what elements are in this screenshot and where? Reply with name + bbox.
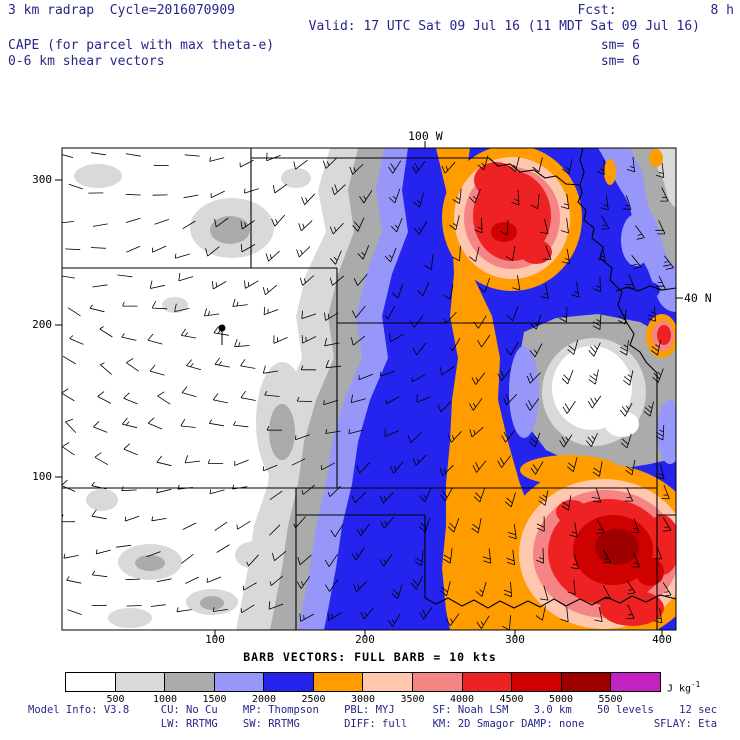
cape-region [556, 500, 588, 524]
cape-region [657, 400, 676, 464]
x-axis-tick-label: 300 [505, 633, 525, 646]
cape-region [640, 282, 660, 298]
cape-region [74, 164, 122, 188]
valid-time: Valid: 17 UTC Sat 09 Jul 16 (11 MDT Sat … [308, 19, 700, 34]
cape-region [491, 222, 517, 242]
map-frame [61, 147, 677, 631]
colorbar-swatch [263, 673, 313, 691]
colorbar-swatch [312, 673, 363, 691]
cape-region [621, 214, 651, 266]
colorbar-tick-label: 3000 [350, 694, 376, 705]
colorbar-units-exponent: -1 [691, 680, 701, 689]
colorbar-tick-label: 5500 [598, 694, 623, 705]
colorbar [65, 672, 661, 692]
smoothing-2: sm= 6 [600, 54, 640, 69]
colorbar-tick-label: 5000 [548, 694, 574, 705]
barb-vector-caption: BARB VECTORS: FULL BARB = 10 kts [243, 650, 497, 664]
cape-region [200, 596, 224, 610]
cape-region [235, 541, 275, 569]
y-axis-tick-label: 100 [32, 470, 52, 483]
cape-region [86, 489, 118, 511]
colorbar-units-text: J kg [667, 683, 692, 695]
colorbar-tick-label: 4000 [449, 694, 475, 705]
x-axis-tick-label: 400 [652, 633, 672, 646]
cape-region [108, 608, 152, 628]
cape-region [210, 216, 250, 244]
param-line-1: CAPE (for parcel with max theta-e) [8, 38, 275, 53]
cape-region [509, 346, 539, 438]
cape-region [474, 162, 518, 198]
colorbar-swatch [362, 673, 413, 691]
colorbar-swatch [461, 673, 512, 691]
x-axis-tick-label: 200 [355, 633, 375, 646]
colorbar-swatch [412, 673, 462, 691]
colorbar-swatch [511, 673, 561, 691]
colorbar-swatch [164, 673, 214, 691]
param-line-2: 0-6 km shear vectors [8, 54, 165, 69]
model-info-line-1: Model Info: V3.8 CU: No Cu MP: Thompson … [28, 704, 718, 716]
colorbar-tick-label: 3500 [400, 694, 425, 705]
colorbar-tick-label: 2000 [251, 694, 277, 705]
cape-region [520, 240, 552, 264]
forecast-hour: Fcst: 8 h [577, 3, 734, 18]
colorbar-tick-label: 500 [106, 694, 125, 705]
y-axis-tick-label: 300 [32, 173, 52, 186]
colorbar-swatch [610, 673, 660, 691]
cape-region [281, 168, 311, 188]
cape-region [595, 529, 639, 565]
axis-ticks [55, 141, 683, 637]
smoothing-1: sm= 6 [600, 38, 640, 53]
station-marker [218, 324, 226, 345]
cape-region [162, 297, 188, 313]
colorbar-tick-label: 4500 [499, 694, 524, 705]
longitude-label: 100 W [408, 129, 443, 143]
x-axis-tick-label: 100 [205, 633, 225, 646]
colorbar-swatch [560, 673, 611, 691]
colorbar-units: J kg-1 [667, 680, 700, 694]
model-info-line-2: LW: RRTMG SW: RRTMG DIFF: full KM: 2D Sm… [28, 718, 718, 730]
colorbar-tick-label: 1500 [202, 694, 227, 705]
y-axis-tick-label: 200 [32, 318, 52, 331]
cape-region [657, 325, 671, 345]
colorbar-wrap: 500 1000 1500 2000 2500 3000 3500 4000 4500 5000 5… [65, 672, 740, 716]
colorbar-swatch [213, 673, 264, 691]
cape-region [135, 555, 165, 571]
cape-fill-layer [62, 148, 676, 630]
colorbar-tick-label: 2500 [301, 694, 326, 705]
cape-region [552, 346, 632, 430]
wind-barbs [62, 152, 674, 630]
cape-region [605, 411, 639, 437]
colorbar-swatch [114, 673, 165, 691]
cape-region [604, 159, 616, 185]
colorbar-swatch [66, 673, 115, 691]
cape-region [636, 558, 664, 586]
cape-region [592, 171, 616, 259]
plot-title: 3 km radrap Cycle=2016070909 [8, 3, 235, 18]
cape-region [650, 148, 676, 208]
cape-region [600, 590, 664, 626]
latitude-label: 40 N [684, 291, 712, 305]
colorbar-tick-label: 1000 [152, 694, 178, 705]
cape-region [269, 404, 295, 460]
cape-region [649, 149, 663, 167]
